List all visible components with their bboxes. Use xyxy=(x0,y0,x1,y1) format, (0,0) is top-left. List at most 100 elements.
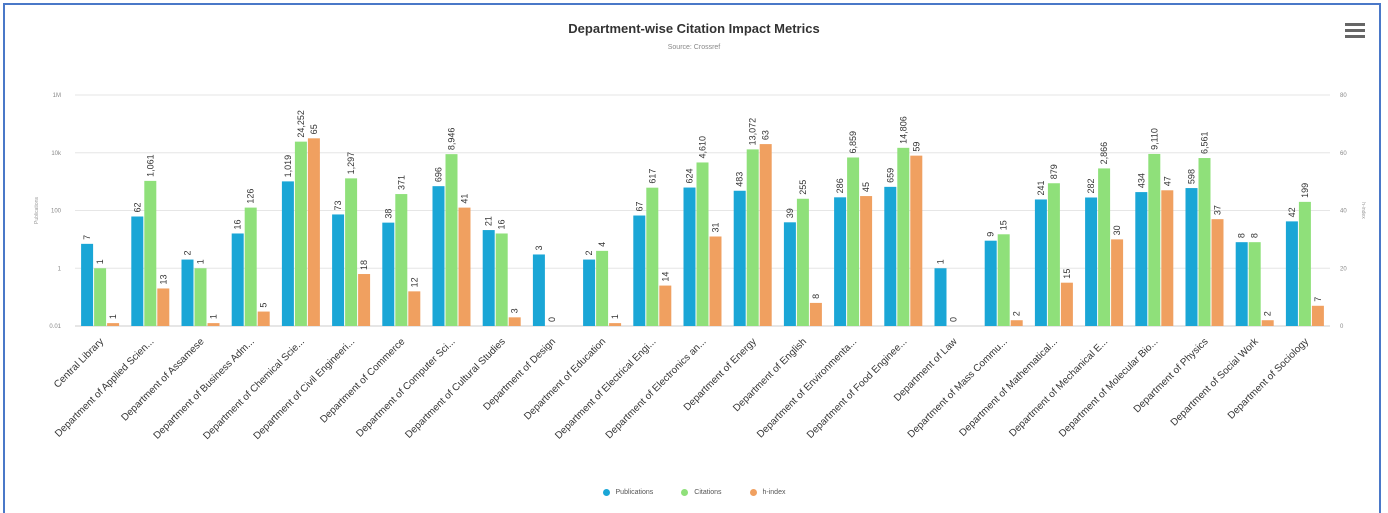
data-label: 30 xyxy=(1112,225,1122,235)
data-label: 73 xyxy=(333,200,343,210)
bar-publications xyxy=(1085,197,1098,326)
x-tick-label: Central Library xyxy=(52,336,106,390)
bar-citations xyxy=(897,147,910,326)
data-label: 18 xyxy=(359,260,369,270)
data-label: 2 xyxy=(183,251,193,256)
data-label: 65 xyxy=(309,124,319,134)
bar-h-index xyxy=(1261,320,1274,326)
chart-subtitle: Source: Crossref xyxy=(667,44,721,51)
legend-label-h-index: h-index xyxy=(762,489,786,496)
bar-publications xyxy=(683,187,696,326)
data-label: 3 xyxy=(534,245,544,250)
x-tick-label: Department of Applied Scien... xyxy=(53,336,156,439)
data-label: 4,610 xyxy=(698,136,708,159)
y-right-tick-label: 0 xyxy=(1340,324,1344,330)
bar-citations xyxy=(796,198,809,326)
legend-label-citations: Citations xyxy=(694,489,722,496)
data-label: 42 xyxy=(1287,207,1297,217)
bar-publications xyxy=(733,190,746,326)
bar-h-index xyxy=(1060,282,1073,326)
bar-h-index xyxy=(860,196,873,326)
bar-citations xyxy=(997,234,1010,326)
bar-citations xyxy=(1047,183,1060,326)
data-label: 63 xyxy=(761,130,771,140)
x-tick-label: Department of Chemical Scie... xyxy=(201,336,307,442)
data-label: 286 xyxy=(835,178,845,193)
data-label: 2,866 xyxy=(1099,142,1109,165)
data-label: 13 xyxy=(158,274,168,284)
bar-publications xyxy=(1135,192,1148,326)
x-tick-label: Department of Business Adm... xyxy=(152,336,257,441)
data-label: 5 xyxy=(259,303,269,308)
data-label: 8,946 xyxy=(447,128,457,151)
legend-item-publications[interactable]: Publications xyxy=(602,489,653,496)
data-label: 371 xyxy=(396,175,406,190)
bar-publications xyxy=(934,268,947,326)
bar-publications xyxy=(884,186,897,326)
chart-title: Department-wise Citation Impact Metrics xyxy=(568,21,820,36)
y-left-tick-label: 10k xyxy=(51,151,62,157)
data-label: 0 xyxy=(547,317,557,322)
data-label: 1,061 xyxy=(145,154,155,177)
data-label: 47 xyxy=(1162,176,1172,186)
data-label: 598 xyxy=(1187,169,1197,184)
bar-h-index xyxy=(1010,320,1023,326)
bar-publications xyxy=(231,233,244,326)
bar-citations xyxy=(1298,201,1311,326)
legend-marker-publications xyxy=(602,489,610,496)
bar-publications xyxy=(1285,221,1298,326)
data-label: 37 xyxy=(1213,205,1223,215)
bar-h-index xyxy=(1161,190,1174,326)
bar-publications xyxy=(482,230,495,326)
x-tick-label: Department of Assamese xyxy=(119,336,206,423)
data-label: 45 xyxy=(861,182,871,192)
bar-citations xyxy=(596,250,609,326)
bar-citations xyxy=(1148,153,1161,326)
data-label: 14 xyxy=(660,272,670,282)
data-label: 1 xyxy=(108,314,118,319)
y-right-tick-label: 80 xyxy=(1340,93,1347,99)
bar-citations xyxy=(194,268,207,326)
x-tick-label: Department of Commerce xyxy=(318,336,407,425)
bar-publications xyxy=(633,215,646,326)
data-label: 15 xyxy=(1062,269,1072,279)
data-label: 2 xyxy=(1012,311,1022,316)
bar-citations xyxy=(345,178,358,326)
hamburger-icon[interactable] xyxy=(1345,23,1365,39)
bar-citations xyxy=(746,149,759,326)
data-label: 282 xyxy=(1086,178,1096,193)
x-tick-label: Department of Social Work xyxy=(1169,336,1262,429)
bar-publications xyxy=(1034,199,1047,326)
data-label: 8 xyxy=(1237,233,1247,238)
legend-item-citations[interactable]: Citations xyxy=(681,489,722,496)
bar-h-index xyxy=(659,285,672,326)
bar-h-index xyxy=(709,236,722,326)
data-label: 1 xyxy=(95,259,105,264)
data-label: 2 xyxy=(584,251,594,256)
bar-h-index xyxy=(508,317,521,326)
bar-h-index xyxy=(910,155,923,326)
bar-publications xyxy=(332,214,345,326)
bar-publications xyxy=(1235,242,1248,326)
data-label: 16 xyxy=(233,219,243,229)
data-label: 483 xyxy=(735,172,745,187)
bar-publications xyxy=(834,197,847,326)
data-label: 126 xyxy=(246,189,256,204)
bar-citations xyxy=(646,187,659,326)
legend-item-h-index[interactable]: h-index xyxy=(749,489,786,496)
bar-h-index xyxy=(609,323,622,326)
data-label: 12 xyxy=(409,277,419,287)
bar-citations xyxy=(847,157,860,326)
data-label: 255 xyxy=(798,180,808,195)
data-label: 8 xyxy=(1250,233,1260,238)
y-left-tick-label: 100 xyxy=(51,209,62,215)
data-label: 38 xyxy=(383,209,393,219)
y-left-tick-label: 1 xyxy=(58,266,62,272)
data-label: 8 xyxy=(811,294,821,299)
bar-publications xyxy=(984,240,997,326)
bar-publications xyxy=(583,259,596,326)
data-label: 6,561 xyxy=(1200,132,1210,155)
data-label: 879 xyxy=(1049,164,1059,179)
bar-h-index xyxy=(759,144,772,326)
bar-citations xyxy=(1248,242,1261,326)
